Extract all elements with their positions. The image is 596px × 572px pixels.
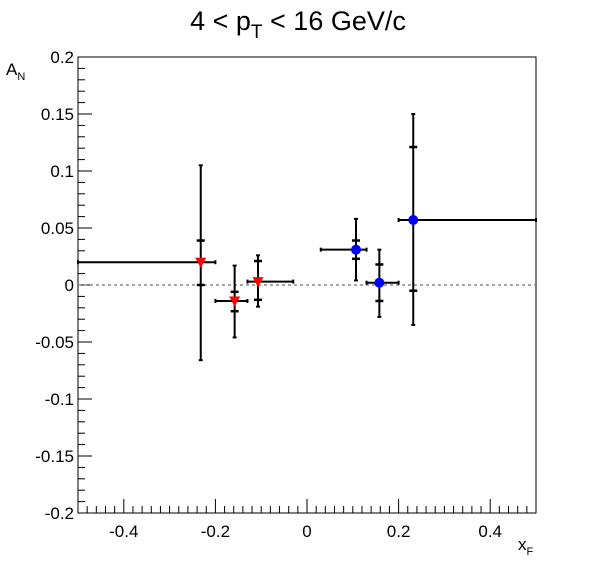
triangle-marker <box>195 257 207 268</box>
x-axis-label-sub: F <box>527 546 534 558</box>
y-axis-label-sub: N <box>17 71 25 83</box>
circle-marker <box>408 215 419 226</box>
triangle-marker <box>252 277 264 288</box>
x-tick-label: 0.2 <box>387 522 411 541</box>
x-axis-label-main: x <box>518 535 527 554</box>
chart-title: 4 < pT < 16 GeV/c <box>190 6 406 43</box>
y-tick-label: 0.15 <box>41 105 74 124</box>
y-tick-label: 0.2 <box>50 48 74 67</box>
data-point <box>77 164 217 362</box>
y-tick-label: -0.05 <box>35 333 74 352</box>
x-tick-label: 0.4 <box>478 522 502 541</box>
data-point <box>214 264 249 339</box>
x-axis-label: xF <box>518 535 534 558</box>
y-tick-label: 0.05 <box>41 219 74 238</box>
chart-title-post: < 16 GeV/c <box>263 6 406 36</box>
circle-marker <box>374 277 385 288</box>
x-tick-label: -0.4 <box>109 522 138 541</box>
data-point <box>319 217 368 282</box>
data-points <box>77 113 537 362</box>
chart-title-pre: 4 < p <box>190 6 251 36</box>
data-point <box>246 254 295 308</box>
y-tick-label: -0.15 <box>35 447 74 466</box>
y-tick-label: 0.1 <box>50 162 74 181</box>
y-axis-label-main: A <box>6 60 18 79</box>
x-tick-label: -0.2 <box>201 522 230 541</box>
y-tick-label: -0.2 <box>45 504 74 523</box>
y-axis-label: AN <box>6 60 25 83</box>
circle-marker <box>351 244 362 255</box>
y-tick-label: -0.1 <box>45 390 74 409</box>
data-point <box>397 113 537 326</box>
y-tick-label: 0 <box>65 276 74 295</box>
x-tick-label: 0 <box>302 522 311 541</box>
axis-ticks: -0.2 -0.15 -0.1 -0.05 0 0.05 0.1 0.15 0.2 -0.4 -0.… <box>35 48 537 541</box>
triangle-marker <box>229 296 241 307</box>
data-point <box>365 248 400 318</box>
chart-title-sub: T <box>251 22 263 43</box>
